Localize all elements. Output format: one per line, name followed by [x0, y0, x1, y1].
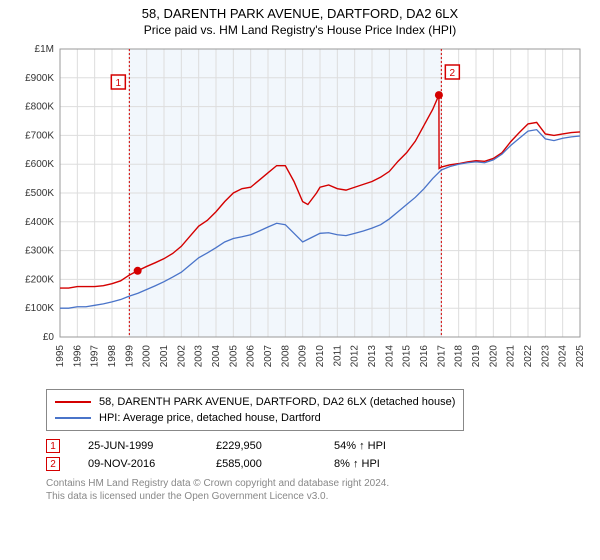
svg-text:2004: 2004 [211, 345, 222, 368]
svg-text:£1M: £1M [35, 44, 54, 55]
svg-text:£400K: £400K [25, 217, 54, 228]
svg-text:£500K: £500K [25, 188, 54, 199]
svg-text:2022: 2022 [523, 345, 534, 368]
svg-text:2023: 2023 [540, 345, 551, 368]
page-title: 58, DARENTH PARK AVENUE, DARTFORD, DA2 6… [8, 6, 592, 21]
svg-text:£200K: £200K [25, 274, 54, 285]
svg-text:2001: 2001 [159, 345, 170, 368]
svg-text:1997: 1997 [90, 345, 101, 368]
svg-text:£100K: £100K [25, 303, 54, 314]
legend-row: 58, DARENTH PARK AVENUE, DARTFORD, DA2 6… [55, 394, 455, 410]
legend: 58, DARENTH PARK AVENUE, DARTFORD, DA2 6… [46, 389, 464, 431]
svg-text:2007: 2007 [263, 345, 274, 368]
legend-label-series2: HPI: Average price, detached house, Dart… [99, 412, 321, 424]
svg-text:2021: 2021 [506, 345, 517, 368]
footer-line2: This data is licensed under the Open Gov… [46, 490, 592, 503]
svg-text:2017: 2017 [436, 345, 447, 368]
marker-row: 2 09-NOV-2016 £585,000 8% ↑ HPI [46, 455, 592, 473]
svg-text:£800K: £800K [25, 102, 54, 113]
legend-swatch-series1 [55, 401, 91, 403]
svg-text:2010: 2010 [315, 345, 326, 368]
marker-num-box: 1 [46, 439, 60, 453]
footer-line1: Contains HM Land Registry data © Crown c… [46, 477, 592, 490]
marker-price: £229,950 [216, 440, 306, 452]
svg-text:2019: 2019 [471, 345, 482, 368]
svg-text:1: 1 [116, 78, 122, 89]
legend-swatch-series2 [55, 417, 91, 419]
svg-text:2005: 2005 [228, 345, 239, 368]
svg-text:2018: 2018 [454, 345, 465, 368]
marker-date: 09-NOV-2016 [88, 458, 188, 470]
svg-text:2006: 2006 [246, 345, 257, 368]
svg-text:£700K: £700K [25, 130, 54, 141]
svg-text:2011: 2011 [332, 345, 343, 367]
svg-text:2015: 2015 [402, 345, 413, 368]
svg-text:2020: 2020 [488, 345, 499, 368]
marker-row: 1 25-JUN-1999 £229,950 54% ↑ HPI [46, 437, 592, 455]
legend-row: HPI: Average price, detached house, Dart… [55, 410, 455, 426]
svg-text:1999: 1999 [124, 345, 135, 368]
svg-text:2014: 2014 [384, 345, 395, 368]
container: 58, DARENTH PARK AVENUE, DARTFORD, DA2 6… [0, 0, 600, 560]
chart-area: £0 £100K £200K £300K £400K £500K £600K £700K £80… [8, 43, 592, 383]
legend-label-series1: 58, DARENTH PARK AVENUE, DARTFORD, DA2 6… [99, 396, 455, 408]
marker-delta: 8% ↑ HPI [334, 458, 380, 470]
svg-text:2013: 2013 [367, 345, 378, 368]
svg-text:2002: 2002 [176, 345, 187, 368]
svg-text:2012: 2012 [350, 345, 361, 368]
svg-text:2016: 2016 [419, 345, 430, 368]
svg-text:2008: 2008 [280, 345, 291, 368]
marker-price: £585,000 [216, 458, 306, 470]
marker-num-box: 2 [46, 457, 60, 471]
svg-text:2024: 2024 [558, 345, 569, 368]
svg-text:2000: 2000 [142, 345, 153, 368]
svg-text:1998: 1998 [107, 345, 118, 368]
marker-date: 25-JUN-1999 [88, 440, 188, 452]
footer: Contains HM Land Registry data © Crown c… [46, 477, 592, 503]
svg-text:2025: 2025 [575, 345, 586, 368]
svg-text:2003: 2003 [194, 345, 205, 368]
svg-text:£600K: £600K [25, 159, 54, 170]
svg-text:2: 2 [450, 68, 456, 79]
marker-delta: 54% ↑ HPI [334, 440, 386, 452]
page-subtitle: Price paid vs. HM Land Registry's House … [8, 23, 592, 37]
svg-text:1996: 1996 [72, 345, 83, 368]
svg-text:£900K: £900K [25, 73, 54, 84]
svg-text:1995: 1995 [55, 345, 66, 368]
svg-text:2009: 2009 [298, 345, 309, 368]
svg-text:£300K: £300K [25, 246, 54, 257]
marker-table: 1 25-JUN-1999 £229,950 54% ↑ HPI 2 09-NOV-201… [46, 437, 592, 473]
svg-text:£0: £0 [43, 332, 55, 343]
price-chart: £0 £100K £200K £300K £400K £500K £600K £700K £80… [8, 43, 592, 383]
